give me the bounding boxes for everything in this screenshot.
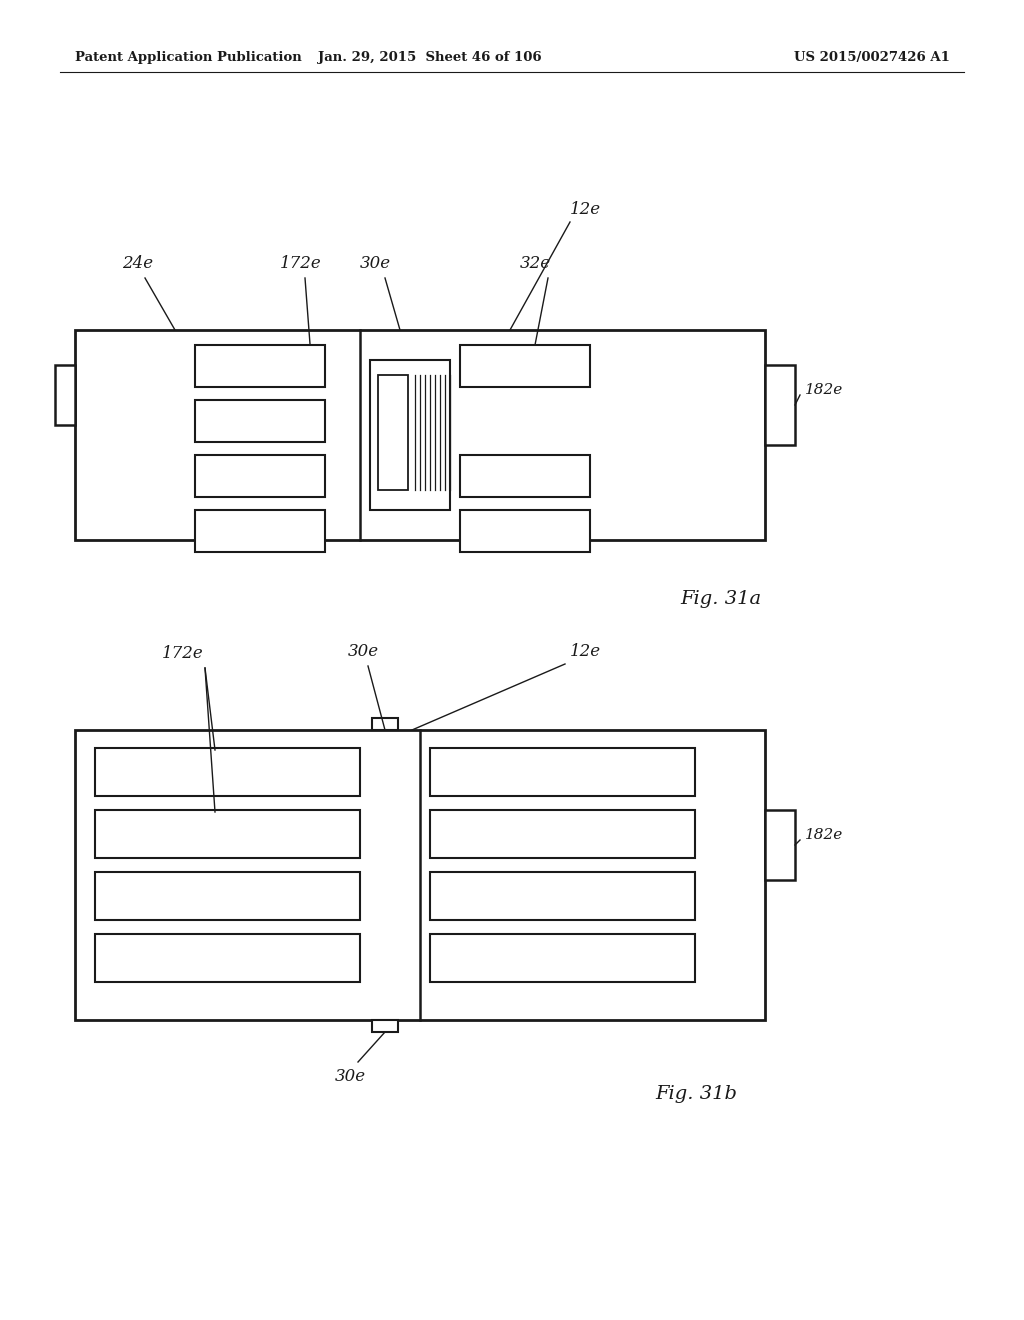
Bar [195, 455, 325, 498]
Bar [765, 366, 795, 445]
Text: 172e: 172e [280, 255, 322, 272]
Bar [430, 935, 695, 982]
Text: 30e: 30e [360, 255, 391, 272]
Text: Fig. 31a: Fig. 31a [680, 590, 761, 609]
Text: Jan. 29, 2015  Sheet 46 of 106: Jan. 29, 2015 Sheet 46 of 106 [318, 51, 542, 65]
Bar [195, 345, 325, 387]
Text: 30e: 30e [348, 643, 379, 660]
Bar [430, 748, 695, 796]
Text: Patent Application Publication: Patent Application Publication [75, 51, 302, 65]
Bar [95, 748, 360, 796]
Bar [460, 345, 590, 387]
Bar [195, 510, 325, 552]
Bar [378, 375, 408, 490]
Bar [765, 810, 795, 880]
Bar [370, 360, 450, 510]
Text: Fig. 31b: Fig. 31b [655, 1085, 737, 1104]
Text: 32e: 32e [520, 255, 551, 272]
Bar [460, 510, 590, 552]
Bar [95, 935, 360, 982]
Bar [75, 730, 765, 1020]
Bar [372, 1020, 398, 1032]
Bar [430, 810, 695, 858]
Bar [195, 400, 325, 442]
Text: 24e: 24e [122, 255, 154, 272]
Text: 30e: 30e [335, 1068, 367, 1085]
Text: 12e: 12e [570, 201, 601, 218]
Text: US 2015/0027426 A1: US 2015/0027426 A1 [795, 51, 950, 65]
Bar [95, 873, 360, 920]
Bar [95, 810, 360, 858]
Text: 182e: 182e [805, 383, 843, 397]
Bar [460, 455, 590, 498]
Bar [372, 718, 398, 730]
Bar [75, 330, 765, 540]
Text: 172e: 172e [162, 645, 204, 663]
Bar [55, 366, 75, 425]
Text: 182e: 182e [805, 828, 843, 842]
Bar [430, 873, 695, 920]
Text: 12e: 12e [570, 643, 601, 660]
